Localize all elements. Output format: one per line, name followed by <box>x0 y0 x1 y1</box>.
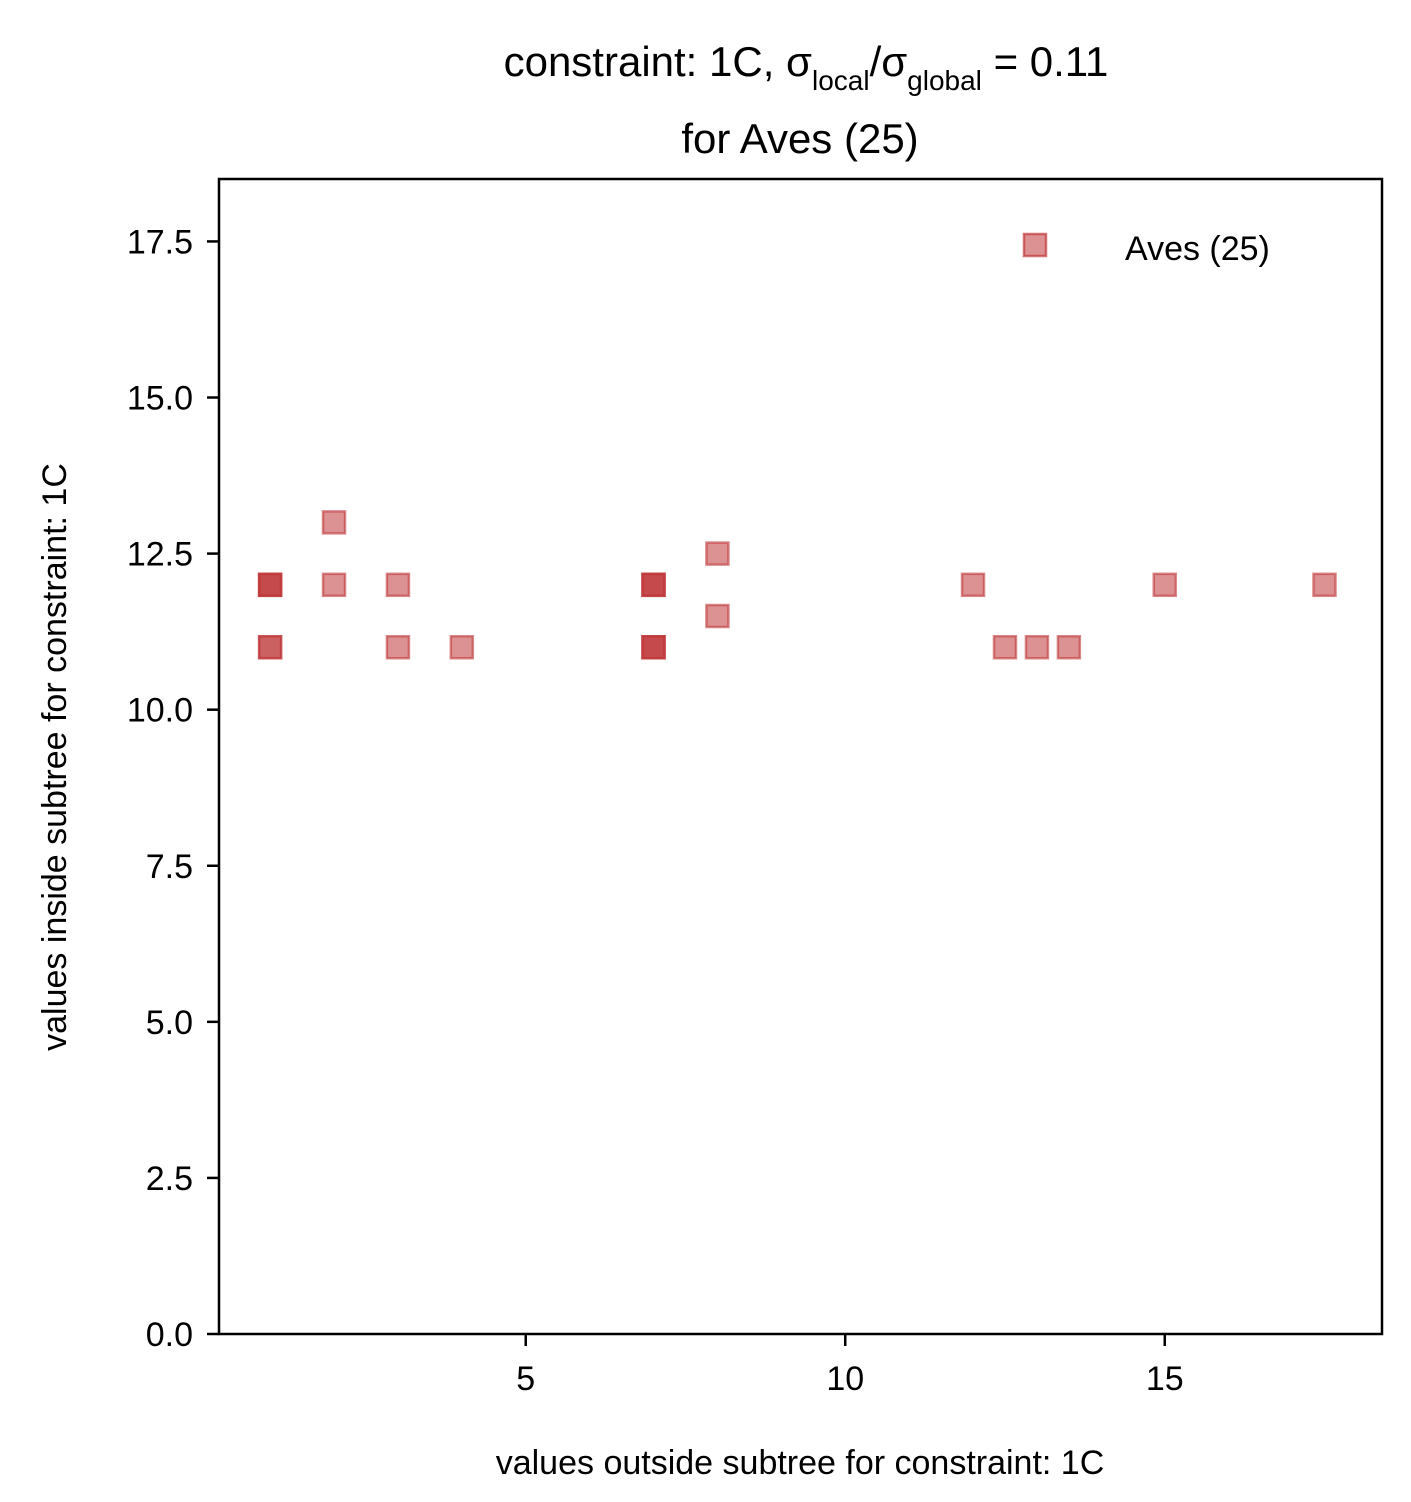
data-point <box>960 572 986 598</box>
y-tick-label: 12.5 <box>127 536 193 574</box>
data-point <box>705 541 730 566</box>
data-point <box>1024 634 1050 660</box>
data-point <box>705 603 730 629</box>
legend: Aves (25) <box>1022 230 1270 268</box>
y-axis-ticks: 0.0 2.5 5.0 7.5 10.0 12.5 15.0 17.5 <box>127 223 219 1354</box>
data-point <box>385 634 411 660</box>
x-tick-label: 10 <box>826 1360 864 1398</box>
x-tick-label: 15 <box>1146 1360 1184 1398</box>
y-tick-label: 15.0 <box>127 380 193 418</box>
y-tick-label: 7.5 <box>146 848 193 886</box>
data-point <box>449 634 475 660</box>
data-point <box>641 572 666 598</box>
x-axis-label: values outside subtree for constraint: 1… <box>496 1444 1105 1482</box>
y-tick-label: 17.5 <box>127 223 193 261</box>
chart-title-line2: for Aves (25) <box>681 115 918 162</box>
chart-title-line1: constraint: 1C, σlocal/σglobal = 0.11 <box>504 38 1109 96</box>
data-point <box>1312 572 1337 598</box>
data-point <box>257 634 283 660</box>
plot-area-frame <box>217 177 1384 1336</box>
legend-label: Aves (25) <box>1125 230 1270 268</box>
data-point <box>992 634 1018 660</box>
data-point <box>321 510 347 535</box>
data-point <box>385 572 411 598</box>
data-points <box>257 510 1337 660</box>
y-axis-label: values inside subtree for constraint: 1C <box>36 463 74 1051</box>
data-point <box>321 572 347 598</box>
y-tick-label: 0.0 <box>146 1316 193 1354</box>
x-tick-label: 5 <box>516 1360 535 1398</box>
data-point <box>257 572 283 598</box>
y-tick-label: 5.0 <box>146 1004 193 1042</box>
y-tick-label: 10.0 <box>127 692 193 730</box>
x-axis-ticks: 5 10 15 <box>516 1334 1184 1398</box>
data-point <box>1056 634 1082 660</box>
y-tick-label: 2.5 <box>146 1160 193 1198</box>
data-point <box>1152 572 1177 598</box>
legend-marker <box>1022 232 1048 258</box>
data-point <box>641 634 666 660</box>
